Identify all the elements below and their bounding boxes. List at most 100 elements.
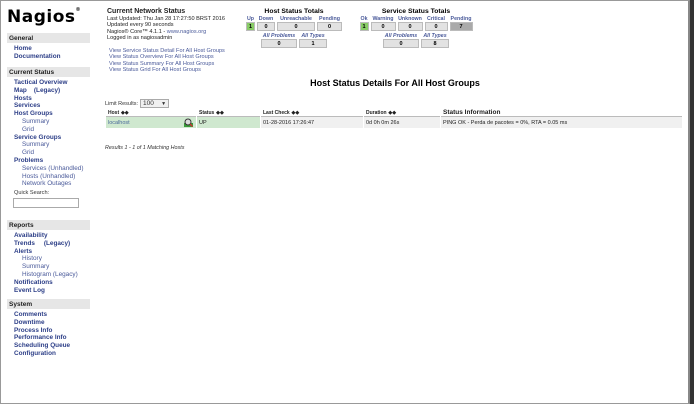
service-pending-count[interactable]: 7 bbox=[449, 22, 473, 31]
nav-performance-info[interactable]: Performance Info bbox=[14, 334, 67, 342]
host-up-count[interactable]: 1 bbox=[246, 22, 255, 31]
nav-notifications[interactable]: Notifications bbox=[14, 278, 53, 286]
last-check-cell: 01-28-2016 17:26:47 bbox=[261, 117, 363, 128]
nav-sg-summary[interactable]: Summary bbox=[22, 141, 50, 149]
limit-results-select[interactable]: 100 ▼ bbox=[140, 99, 170, 108]
host-pending-label[interactable]: Pending bbox=[319, 16, 340, 22]
dropdown-arrow-icon: ▼ bbox=[161, 100, 167, 107]
host-all-types-label[interactable]: All Types bbox=[301, 33, 325, 39]
col-host[interactable]: Host ◆◆ bbox=[106, 109, 196, 117]
service-all-problems-label[interactable]: All Problems bbox=[384, 33, 418, 39]
nav-downtime[interactable]: Downtime bbox=[14, 318, 45, 326]
host-unreachable-count[interactable]: 0 bbox=[277, 22, 315, 31]
service-pending-label[interactable]: Pending bbox=[450, 16, 472, 22]
logo-text: Nagios bbox=[7, 7, 76, 27]
host-status-table: Host ◆◆ Status ◆◆ Last Check ◆◆ Duration… bbox=[105, 109, 683, 128]
nav-comments[interactable]: Comments bbox=[14, 311, 48, 318]
nav-problem-services[interactable]: Services bbox=[22, 164, 47, 172]
host-cell: localhost bbox=[106, 117, 196, 128]
status-info-cell: PING OK - Perda de pacotes = 0%, RTA = 0… bbox=[441, 117, 682, 128]
limit-results-label: Limit Results: bbox=[105, 100, 139, 107]
service-ok-label[interactable]: Ok bbox=[360, 16, 368, 22]
service-status-totals: Service Status Totals Ok Warning Unknown… bbox=[358, 8, 474, 48]
nav-alerts[interactable]: Alerts bbox=[14, 247, 33, 255]
host-link[interactable]: localhost bbox=[108, 119, 130, 126]
nav-alert-history[interactable]: History bbox=[22, 255, 42, 263]
update-interval: Updated every 90 seconds bbox=[107, 22, 174, 29]
nav-hg-grid[interactable]: Grid bbox=[22, 125, 35, 133]
host-services-icon[interactable] bbox=[184, 118, 193, 127]
nav-process-info[interactable]: Process Info bbox=[14, 326, 53, 334]
view-links: View Service Status Detail For All Host … bbox=[109, 48, 225, 74]
nav-services[interactable]: Services bbox=[14, 102, 41, 110]
nav-event-log[interactable]: Event Log bbox=[14, 286, 45, 294]
nav-problem-hosts-unhandled[interactable]: Unhandled bbox=[42, 172, 74, 180]
service-critical-label[interactable]: Critical bbox=[427, 16, 445, 22]
host-up-label[interactable]: Up bbox=[246, 16, 255, 22]
service-warning-label[interactable]: Warning bbox=[372, 16, 394, 22]
nav-trends-legacy[interactable]: (Legacy) bbox=[43, 239, 71, 247]
sort-arrows-icon[interactable]: ◆◆ bbox=[291, 110, 300, 116]
nav-configuration[interactable]: Configuration bbox=[14, 349, 56, 357]
nav-map-legacy[interactable]: (Legacy) bbox=[33, 86, 61, 94]
nav-problems[interactable]: Problems bbox=[14, 156, 44, 164]
host-pending-count[interactable]: 0 bbox=[317, 22, 342, 31]
nagios-link[interactable]: www.nagios.org bbox=[166, 28, 207, 35]
service-critical-count[interactable]: 0 bbox=[424, 22, 448, 31]
results-count: Results 1 - 1 of 1 Matching Hosts bbox=[105, 145, 185, 151]
link-status-grid[interactable]: View Status Grid For All Host Groups bbox=[109, 67, 201, 74]
host-down-count[interactable]: 0 bbox=[257, 22, 275, 31]
host-all-types-count[interactable]: 1 bbox=[299, 39, 327, 48]
section-reports: Reports bbox=[7, 220, 90, 230]
link-status-summary[interactable]: View Status Summary For All Host Groups bbox=[109, 60, 215, 67]
nav-documentation[interactable]: Documentation bbox=[14, 52, 61, 60]
info-title: Current Network Status bbox=[107, 8, 186, 15]
host-totals-title: Host Status Totals bbox=[264, 8, 324, 15]
page-title: Host Status Details For All Host Groups bbox=[310, 78, 480, 88]
col-status[interactable]: Status ◆◆ bbox=[197, 109, 260, 117]
nagios-logo[interactable]: Nagios® bbox=[7, 7, 81, 27]
nav-host-groups[interactable]: Host Groups bbox=[14, 110, 53, 118]
nav-problem-hosts[interactable]: Hosts bbox=[22, 172, 39, 180]
network-status-info: Current Network Status Last Updated: Thu… bbox=[107, 8, 225, 42]
link-status-overview[interactable]: View Status Overview For All Host Groups bbox=[109, 54, 214, 61]
col-last-check[interactable]: Last Check ◆◆ bbox=[261, 109, 363, 117]
host-all-problems-label[interactable]: All Problems bbox=[262, 33, 296, 39]
nav-alert-summary[interactable]: Summary bbox=[22, 263, 50, 271]
host-down-label[interactable]: Down bbox=[258, 16, 274, 22]
nav-hg-summary[interactable]: Summary bbox=[22, 117, 50, 125]
limit-results-value: 100 bbox=[143, 100, 154, 107]
nav-current-status: Tactical Overview Map (Legacy) Hosts Ser… bbox=[14, 79, 84, 188]
service-warning-count[interactable]: 0 bbox=[370, 22, 396, 31]
service-ok-count[interactable]: 1 bbox=[359, 22, 369, 31]
nav-scheduling-queue[interactable]: Scheduling Queue bbox=[14, 342, 71, 350]
host-all-problems-count[interactable]: 0 bbox=[261, 39, 297, 48]
core-version: Nagios® Core™ 4.1.1 - bbox=[107, 28, 167, 35]
nav-trends[interactable]: Trends bbox=[14, 239, 35, 247]
nav-sg-grid[interactable]: Grid bbox=[22, 149, 35, 157]
section-general: General bbox=[7, 33, 90, 43]
service-all-types-count[interactable]: 8 bbox=[421, 39, 449, 48]
quick-search-label: Quick Search: bbox=[14, 190, 50, 196]
service-unknown-label[interactable]: Unknown bbox=[398, 16, 422, 22]
sort-arrows-icon[interactable]: ◆◆ bbox=[388, 110, 397, 116]
nav-map[interactable]: Map bbox=[14, 86, 27, 94]
nav-availability[interactable]: Availability bbox=[14, 232, 48, 239]
nav-alert-histogram[interactable]: Histogram (Legacy) bbox=[22, 270, 78, 278]
service-all-types-label[interactable]: All Types bbox=[423, 33, 447, 39]
service-all-problems-count[interactable]: 0 bbox=[383, 39, 419, 48]
nav-tactical-overview[interactable]: Tactical Overview bbox=[14, 79, 68, 86]
sort-arrows-icon[interactable]: ◆◆ bbox=[216, 110, 224, 116]
service-unknown-count[interactable]: 0 bbox=[397, 22, 423, 31]
nav-network-outages[interactable]: Network Outages bbox=[22, 180, 72, 188]
col-duration[interactable]: Duration ◆◆ bbox=[364, 109, 440, 117]
nav-home[interactable]: Home bbox=[14, 45, 32, 52]
link-service-detail[interactable]: View Service Status Detail For All Host … bbox=[109, 48, 225, 54]
nav-problem-services-unhandled[interactable]: Unhandled bbox=[50, 164, 82, 172]
host-unreachable-label[interactable]: Unreachable bbox=[280, 16, 312, 22]
nav-hosts[interactable]: Hosts bbox=[14, 94, 32, 102]
quick-search-input[interactable] bbox=[13, 198, 79, 208]
sort-arrows-icon[interactable]: ◆◆ bbox=[120, 110, 129, 116]
nav-service-groups[interactable]: Service Groups bbox=[14, 133, 62, 141]
